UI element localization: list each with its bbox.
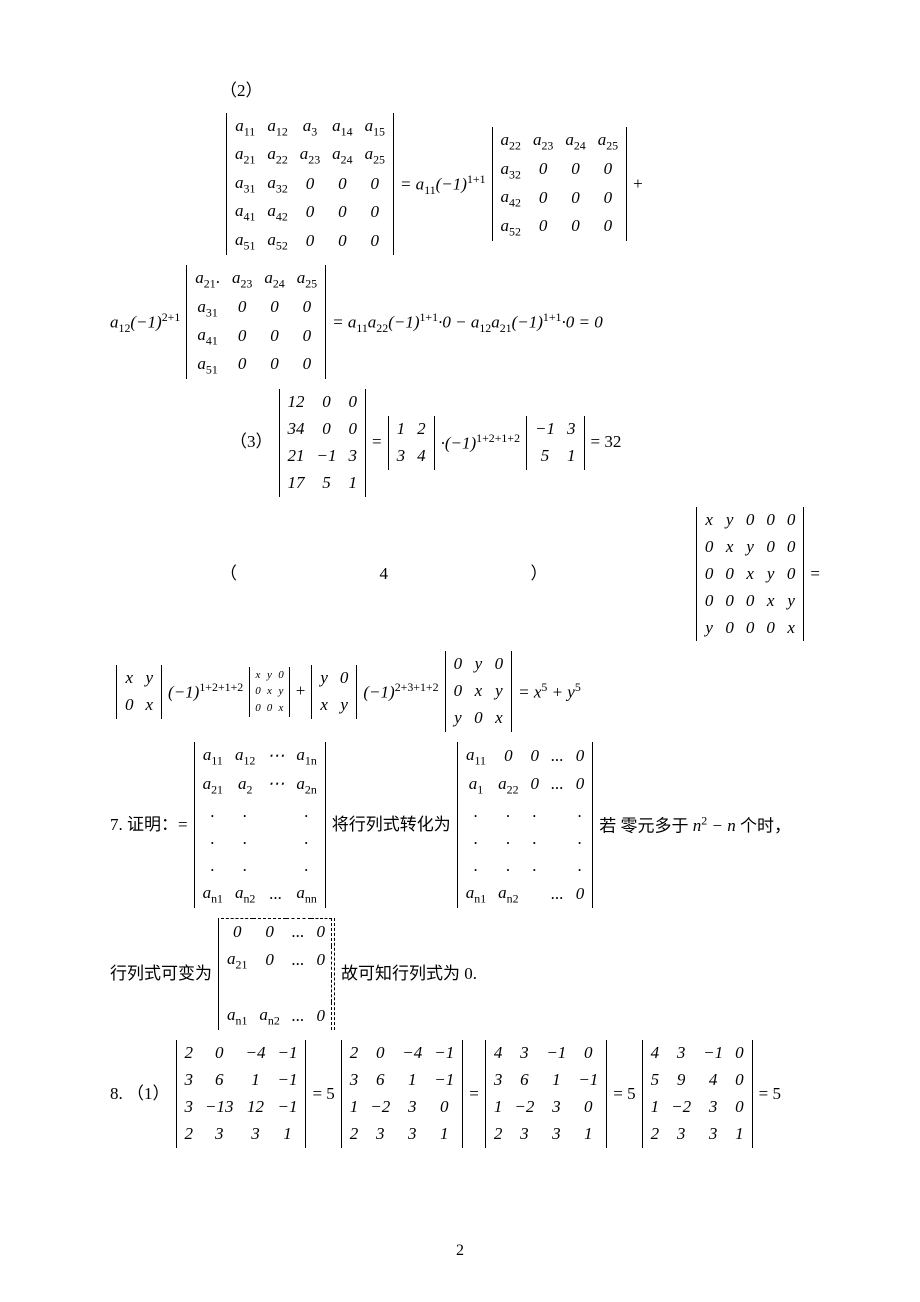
b4-l2-m2: xy00xy00x <box>247 667 292 718</box>
b8-m3: 43−10 361−1 1−230 2331 <box>483 1040 609 1148</box>
b7-m2: a1100...0 a1a220...0 .... .... .... an1a… <box>455 742 596 908</box>
b7-label: 7. 证明：= <box>110 814 188 837</box>
b2-m3: a21.a23a24a25 a31000 a41000 a51000 <box>184 265 328 379</box>
b3-mid: ·(−1)1+2+1+2 <box>441 430 520 456</box>
b2-l2-tail: = a11a22(−1)1+1·0 − a12a21(−1)1+1·0 = 0 <box>332 309 603 336</box>
b4-l2-m1: xy0x <box>114 665 164 719</box>
page: （2） a11a12a3a14a15 a21a22a23a24a25 a31a3… <box>0 0 920 1302</box>
b8-eq1: = 5 <box>312 1083 334 1106</box>
b4-m: xy000 0xy00 00xy0 000xy y000x <box>694 507 807 642</box>
block4-line2: xy0x (−1)1+2+1+2 xy00xy00x + y0xy (−1)2+… <box>110 651 820 732</box>
b8-eq2: = <box>469 1083 479 1106</box>
b3-m2: 12 34 <box>386 416 437 470</box>
block2-line2: a12(−1)2+1 a21.a23a24a25 a31000 a41000 a… <box>110 265 820 379</box>
b4-mid: 4 <box>379 563 388 586</box>
b4-l2-plus: + <box>296 680 306 703</box>
b4-eq: = <box>810 563 820 586</box>
b2-m2: a22a23a24a25 a32000 a42000 a52000 <box>490 127 630 241</box>
b7-m1: a11a12⋯a1n a21a2⋯a2n ... ... ... an1an2.… <box>192 742 328 908</box>
b7-m3: 00...0 a210...0 an1an2...0 <box>216 918 337 1030</box>
b4-l2-m3: y0xy <box>309 665 359 719</box>
label-2: （2） <box>220 80 263 103</box>
b8-m1: 20−4−1 361−1 3−1312−1 2331 <box>174 1040 309 1148</box>
b3-m1: 1200 3400 21−13 1751 <box>277 389 368 497</box>
b4-l2-tail: = x5 + y5 <box>518 679 581 705</box>
block2-line1: （2） <box>110 80 820 103</box>
b3-tail: = 32 <box>591 431 622 454</box>
b4-lp: （ <box>110 563 237 586</box>
b8-eq4: = 5 <box>759 1083 781 1106</box>
b8-m2: 20−4−1 361−1 1−230 2331 <box>339 1040 465 1148</box>
b8-label: 8. （1） <box>110 1083 170 1106</box>
b4-l2-op2: (−1)2+3+1+2 <box>363 679 438 705</box>
b8-eq3: = 5 <box>613 1083 635 1106</box>
b7-l2-lead: 行列式可变为 <box>110 963 212 986</box>
b4-l2-m4: 0y00xyy0x <box>443 651 515 732</box>
b7-mid1: 将行列式转化为 <box>332 814 451 837</box>
b7-tail1: 若 零元多于 n2 − n 个时， <box>599 813 791 839</box>
block8: 8. （1） 20−4−1 361−1 3−1312−1 2331 = 5 20… <box>110 1040 820 1148</box>
b4-rhs: xy000 0xy00 00xy0 000xy y000x = <box>690 507 820 642</box>
b2-plus: + <box>633 173 643 196</box>
b3-m3: −13 51 <box>524 416 586 470</box>
b8-m4: 43−10 5940 1−230 2331 <box>640 1040 755 1148</box>
label-3: （3） <box>230 431 273 454</box>
b7-l2-tail: 故可知行列式为 0. <box>341 963 477 986</box>
b4-rp: ） <box>530 563 547 586</box>
page-number: 2 <box>0 1240 920 1262</box>
b4-l2-op1: (−1)1+2+1+2 <box>168 679 243 705</box>
b2-mid1: = a11(−1)1+1 <box>400 171 486 198</box>
block2-line1b: a11a12a3a14a15 a21a22a23a24a25 a31a32000… <box>110 113 820 255</box>
b3-eq1: = <box>372 431 382 454</box>
b2-l2-lead: a12(−1)2+1 <box>110 309 180 336</box>
block7-line1: 7. 证明：= a11a12⋯a1n a21a2⋯a2n ... ... ...… <box>110 742 820 908</box>
b2-m1: a11a12a3a14a15 a21a22a23a24a25 a31a32000… <box>224 113 396 255</box>
block4-line1: （ 4 ） xy000 0xy00 00xy0 000xy y000x = <box>110 507 820 642</box>
block7-line2: 行列式可变为 00...0 a210...0 an1an2...0 故可知行列式… <box>110 918 820 1030</box>
block3: （3） 1200 3400 21−13 1751 = 12 34 ·(−1)1+… <box>110 389 820 497</box>
